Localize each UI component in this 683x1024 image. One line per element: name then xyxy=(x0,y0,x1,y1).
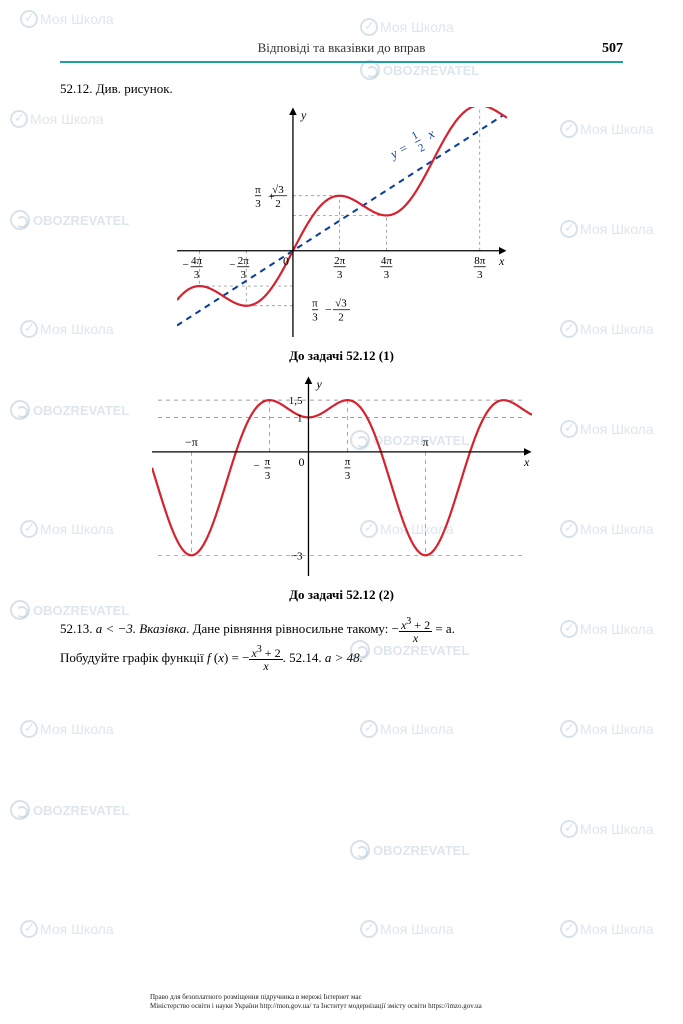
line2-pre: Побудуйте графік функції xyxy=(60,650,207,665)
svg-text:2π: 2π xyxy=(237,255,249,267)
svg-text:3: 3 xyxy=(383,269,389,281)
svg-text:3: 3 xyxy=(240,269,246,281)
svg-text:0: 0 xyxy=(282,254,288,268)
svg-text:3: 3 xyxy=(476,269,482,281)
footer-line-1: Право для безоплатного розміщення підруч… xyxy=(150,993,623,1001)
chart-52-12-2: xy0−π−π3π3π11,5−3 xyxy=(60,376,623,581)
svg-text:π: π xyxy=(312,298,318,310)
fraction-2: x3 + 2x xyxy=(249,645,282,672)
svg-text:x: x xyxy=(498,254,505,268)
chart-2-svg: xy0−π−π3π3π11,5−3 xyxy=(152,376,532,576)
svg-text:−: − xyxy=(182,259,188,271)
svg-text:3: 3 xyxy=(344,470,350,482)
chart-1-caption: До задачі 52.12 (1) xyxy=(60,348,623,364)
svg-text:−: − xyxy=(253,460,259,472)
svg-text:4π: 4π xyxy=(380,255,392,267)
svg-text:π: π xyxy=(264,456,270,468)
svg-text:−π: −π xyxy=(185,435,198,449)
hint-text: . Дане рівняння рівносильне такому: xyxy=(186,621,392,636)
svg-text:1,5: 1,5 xyxy=(288,395,302,407)
hint-word: Вказівка xyxy=(139,621,186,636)
svg-text:4π: 4π xyxy=(191,255,203,267)
header-rule xyxy=(60,61,623,63)
svg-text:1: 1 xyxy=(296,412,302,424)
problem-52-13: 52.13. a < −3. Вказівка. Дане рівняння р… xyxy=(60,615,623,672)
svg-text:2: 2 xyxy=(338,312,344,324)
svg-text:x: x xyxy=(423,126,436,143)
svg-text:0: 0 xyxy=(298,455,304,469)
svg-text:x: x xyxy=(523,455,530,469)
svg-text:π: π xyxy=(255,184,261,196)
svg-text:√3: √3 xyxy=(335,298,347,310)
page-number: 507 xyxy=(583,41,623,57)
chart-1-svg: y =12xxy0−4π3−2π32π34π38π3π3+√32π3−√32 xyxy=(177,107,507,337)
svg-text:π: π xyxy=(422,435,428,449)
svg-text:y =: y = xyxy=(385,140,410,163)
svg-text:3: 3 xyxy=(255,198,261,210)
chart-2-caption: До задачі 52.12 (2) xyxy=(60,587,623,603)
problem-52-12-ref: 52.12. Див. рисунок. xyxy=(60,81,623,97)
fraction-1: x3 + 2x xyxy=(399,617,432,644)
p-52-13-num: 52.13. xyxy=(60,621,93,636)
page-header: Відповіді та вказівки до вправ 507 xyxy=(60,40,623,57)
svg-text:−: − xyxy=(324,303,331,317)
footer-line-2: Міністерство освіти і науки України http… xyxy=(150,1002,623,1010)
svg-text:2: 2 xyxy=(275,198,281,210)
page: Відповіді та вказівки до вправ 507 52.12… xyxy=(0,0,683,1024)
svg-text:3: 3 xyxy=(336,269,342,281)
svg-text:8π: 8π xyxy=(474,255,486,267)
chart-52-12-1: y =12xxy0−4π3−2π32π34π38π3π3+√32π3−√32 xyxy=(60,107,623,342)
svg-text:−: − xyxy=(229,259,235,271)
eq-right: = a. xyxy=(435,621,455,636)
svg-text:−3: −3 xyxy=(290,550,302,562)
svg-text:√3: √3 xyxy=(272,184,284,196)
svg-text:y: y xyxy=(315,377,322,391)
p-52-13-cond: a < −3. xyxy=(96,621,136,636)
svg-text:3: 3 xyxy=(264,470,270,482)
svg-text:2: 2 xyxy=(416,142,426,155)
p-52-14-ans: a > 48. xyxy=(325,650,363,665)
p-52-14-num: 52.14. xyxy=(289,650,322,665)
section-title: Відповіді та вказівки до вправ xyxy=(100,40,583,56)
footer: Право для безоплатного розміщення підруч… xyxy=(150,993,623,1010)
svg-text:π: π xyxy=(344,456,350,468)
svg-text:3: 3 xyxy=(312,312,318,324)
svg-text:y: y xyxy=(299,108,306,122)
svg-text:2π: 2π xyxy=(334,255,346,267)
svg-text:3: 3 xyxy=(193,269,199,281)
